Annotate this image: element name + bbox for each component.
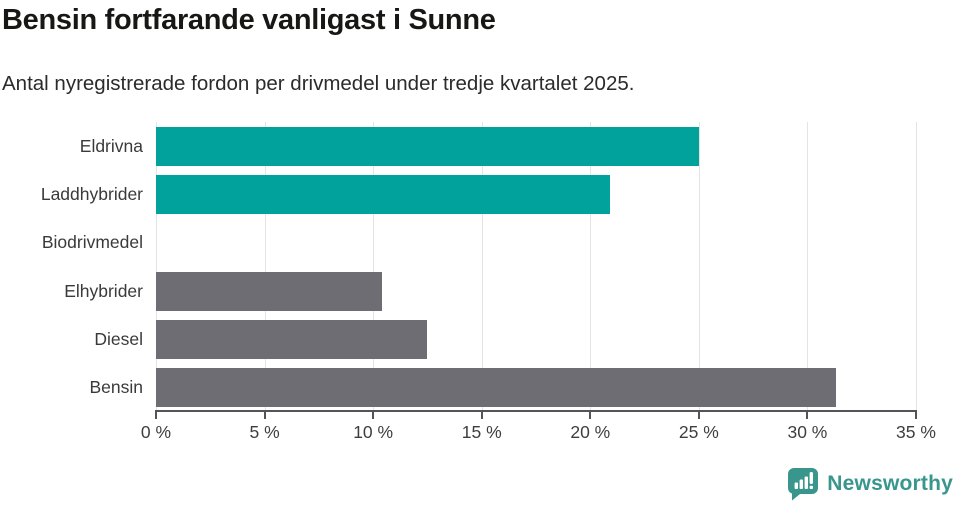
category-label-laddhybrider: Laddhybrider bbox=[40, 183, 143, 204]
bar-diesel bbox=[156, 319, 428, 359]
x-tick-label: 5 % bbox=[249, 422, 280, 442]
newsworthy-logo-icon bbox=[788, 468, 819, 501]
category-label-diesel: Diesel bbox=[94, 328, 143, 349]
category-label-eldrivna: Eldrivna bbox=[79, 135, 143, 156]
category-label-elhybrider: Elhybrider bbox=[64, 280, 143, 301]
bar-laddhybrider bbox=[156, 174, 610, 214]
gridline bbox=[481, 122, 483, 412]
x-tick bbox=[480, 412, 483, 419]
x-tick-label: 0 % bbox=[140, 422, 172, 442]
x-tick-label: 10 % bbox=[353, 422, 394, 442]
bar-row bbox=[156, 219, 916, 267]
gridline bbox=[590, 122, 592, 412]
x-tick bbox=[155, 412, 157, 419]
bar-row bbox=[156, 267, 916, 315]
x-tick-label: 35 % bbox=[896, 422, 936, 442]
bar-eldrivna bbox=[156, 126, 699, 166]
x-tick-label: 25 % bbox=[678, 422, 719, 442]
x-axis: 0 % 5 % 10 % 15 % 20 % 25 % 30 % 35 % bbox=[141, 410, 936, 450]
bar-row bbox=[156, 170, 916, 218]
bar-row bbox=[156, 315, 916, 363]
page-title: Bensin fortfarande vanligast i Sunne bbox=[2, 4, 496, 36]
x-tick bbox=[589, 412, 592, 419]
x-tick-label: 20 % bbox=[570, 422, 611, 442]
y-axis-labels: Eldrivna Laddhybrider Biodrivmedel Elhybrid… bbox=[0, 122, 143, 412]
plot-area bbox=[156, 122, 917, 412]
gridline bbox=[916, 122, 917, 412]
gridline bbox=[264, 122, 266, 412]
bars-container bbox=[156, 122, 916, 412]
x-tick-label: 30 % bbox=[787, 422, 828, 442]
x-tick bbox=[263, 412, 266, 419]
x-axis-line bbox=[155, 410, 917, 412]
x-tick bbox=[372, 412, 375, 419]
bar-bensin bbox=[156, 368, 836, 408]
bar-row bbox=[156, 122, 916, 170]
brand-name: Newsworthy bbox=[827, 471, 953, 495]
bar-elhybrider bbox=[156, 271, 382, 311]
bar-chart: Eldrivna Laddhybrider Biodrivmedel Elhybrid… bbox=[0, 122, 960, 412]
gridline bbox=[807, 122, 809, 412]
gridline bbox=[156, 122, 157, 412]
x-tick bbox=[915, 412, 917, 419]
gridline bbox=[698, 122, 700, 412]
gridline bbox=[373, 122, 375, 412]
x-tick-label: 15 % bbox=[461, 422, 502, 442]
bar-row bbox=[156, 364, 916, 412]
chart-subtitle: Antal nyregistrerade fordon per drivmede… bbox=[2, 72, 635, 95]
newsworthy-brand-link[interactable]: Newsworthy bbox=[786, 466, 953, 501]
category-label-bensin: Bensin bbox=[89, 377, 143, 398]
x-tick bbox=[806, 412, 809, 419]
category-label-biodrivmedel: Biodrivmedel bbox=[41, 232, 143, 253]
x-tick bbox=[697, 412, 700, 419]
